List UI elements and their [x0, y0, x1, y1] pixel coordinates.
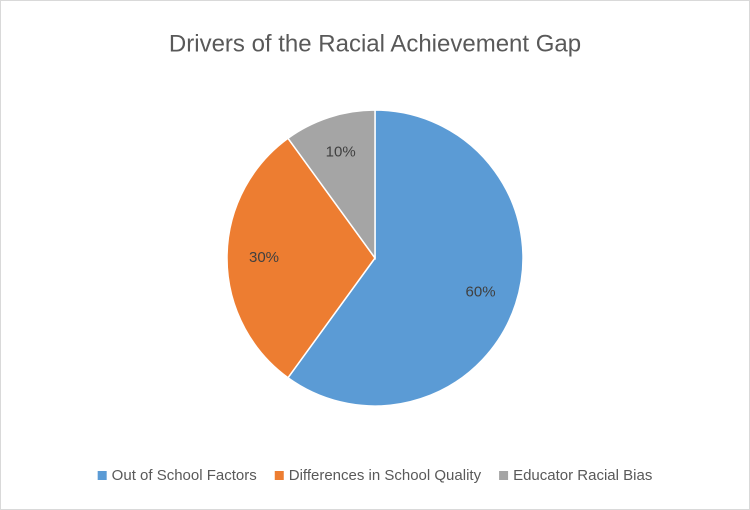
legend-swatch: [97, 471, 107, 480]
legend-label: Educator Racial Bias: [513, 467, 652, 484]
data-label: 30%: [249, 249, 279, 266]
legend: Out of School Factors Differences in Scho…: [97, 467, 652, 484]
chart-title: Drivers of the Racial Achievement Gap: [169, 30, 581, 57]
data-label: 60%: [466, 283, 496, 300]
legend-label: Differences in School Quality: [289, 467, 482, 484]
pie-slice: [226, 137, 376, 379]
legend-swatch: [499, 471, 509, 480]
pie-slice: [286, 109, 524, 407]
legend-label: Out of School Factors: [112, 467, 257, 484]
legend-swatch: [274, 471, 284, 480]
data-label: 10%: [326, 143, 356, 160]
pie-slice: [286, 109, 376, 261]
